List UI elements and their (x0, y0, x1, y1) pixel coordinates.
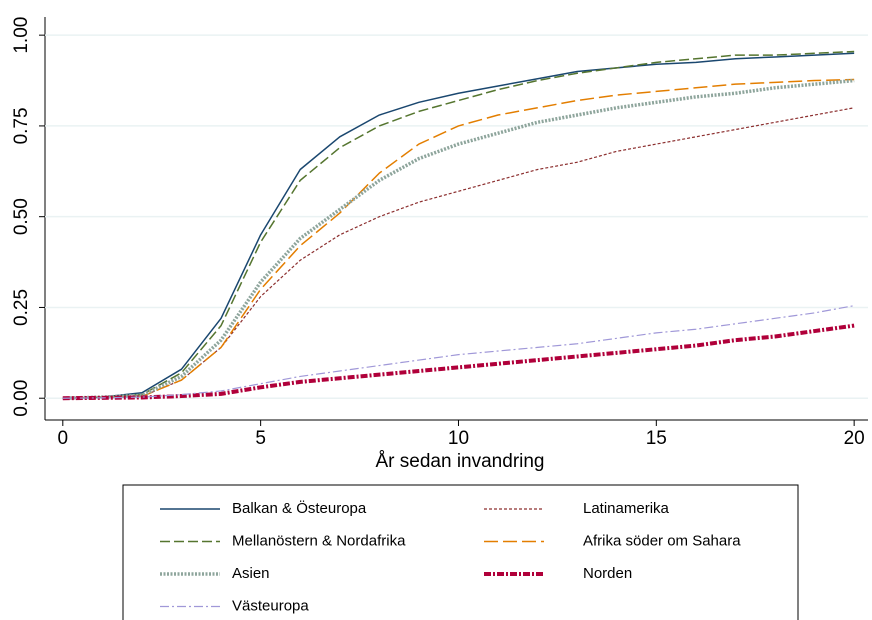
y-tick-label: 0.50 (11, 198, 32, 235)
y-tick-label: 1.00 (11, 17, 32, 54)
series-line (62, 107, 855, 399)
legend-label: Afrika söder om Sahara (583, 532, 741, 549)
series-line (62, 305, 855, 399)
x-axis-title: År sedan invandring (376, 451, 545, 472)
y-tick-label: 0.00 (11, 380, 32, 417)
legend-label: Balkan & Östeuropa (232, 499, 367, 517)
series-line (62, 78, 855, 399)
x-tick-label: 20 (844, 428, 865, 449)
legend-label: Mellanöstern & Nordafrika (232, 532, 406, 549)
series-line (62, 50, 855, 399)
x-tick-label: 5 (255, 428, 266, 449)
plot-area (45, 17, 868, 420)
series-line (62, 323, 855, 401)
legend-label: Västeuropa (232, 597, 309, 614)
legend: Balkan & Östeuropa Latinamerika Mellanöste… (160, 499, 741, 614)
legend-box (122, 484, 799, 620)
x-tick-label: 15 (646, 428, 667, 449)
y-tick-label: 0.25 (11, 289, 32, 326)
series-line (62, 52, 855, 399)
x-tick-label: 0 (58, 428, 69, 449)
legend-label: Asien (232, 565, 270, 582)
x-tick-label: 10 (448, 428, 469, 449)
y-tick-label: 0.75 (11, 107, 32, 144)
legend-label: Norden (583, 565, 632, 582)
series-line (62, 78, 855, 400)
legend-label: Latinamerika (583, 500, 670, 517)
